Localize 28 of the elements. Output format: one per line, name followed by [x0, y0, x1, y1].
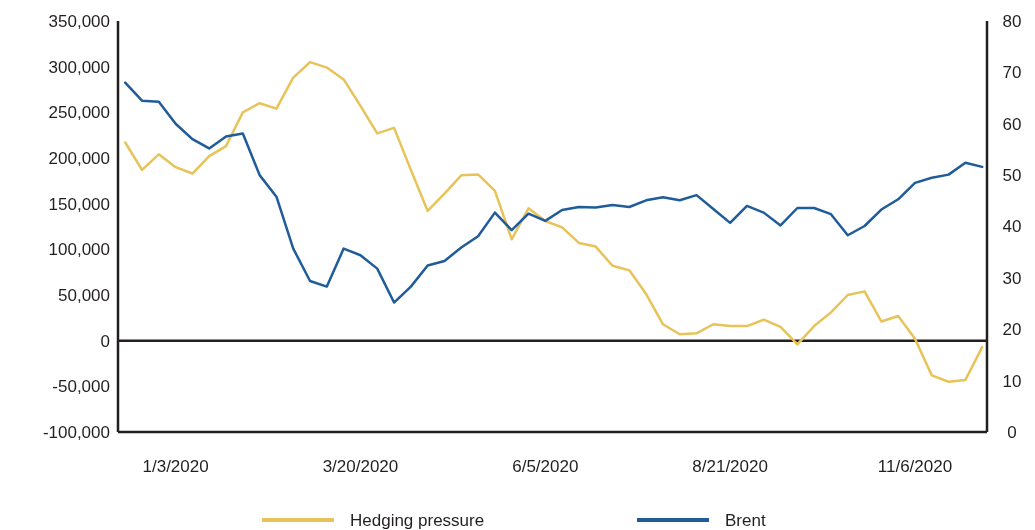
- y-tick-label: 0: [100, 331, 110, 351]
- x-tick-label: 6/5/2020: [512, 456, 579, 476]
- x-tick-label: 8/21/2020: [692, 456, 768, 476]
- y2-tick-label: 10: [1002, 371, 1022, 391]
- y-tick-label: 350,000: [48, 11, 110, 31]
- y-tick-label: -50,000: [52, 377, 110, 397]
- line-series: [123, 81, 984, 304]
- y2-tick-label: 50: [1002, 166, 1022, 186]
- y-tick-label: 50,000: [58, 285, 110, 305]
- y-tick-label: 150,000: [48, 194, 110, 214]
- legend-label: Hedging pressure: [350, 510, 485, 530]
- y-tick-label: 300,000: [48, 57, 110, 77]
- y2-tick-label: 20: [1002, 320, 1022, 340]
- y2-tick-label: 40: [1002, 217, 1022, 237]
- legend-label: Brent: [725, 510, 766, 530]
- x-tick-label: 3/20/2020: [322, 456, 399, 476]
- y-tick-label: -100,000: [42, 422, 110, 442]
- y2-tick-label: 60: [1002, 114, 1022, 134]
- y2-tick-label: 70: [1002, 63, 1022, 83]
- y2-tick-label: 80: [1002, 11, 1022, 31]
- x-tick-label: 1/3/2020: [142, 456, 209, 476]
- line-series: [123, 60, 984, 384]
- x-tick-label: 11/6/2020: [877, 456, 953, 476]
- y-tick-label: 250,000: [48, 103, 110, 123]
- y2-tick-label: 30: [1002, 268, 1022, 288]
- y-tick-label: 200,000: [48, 148, 110, 168]
- y-tick-label: 100,000: [48, 240, 110, 260]
- y2-tick-label: 0: [1007, 422, 1017, 442]
